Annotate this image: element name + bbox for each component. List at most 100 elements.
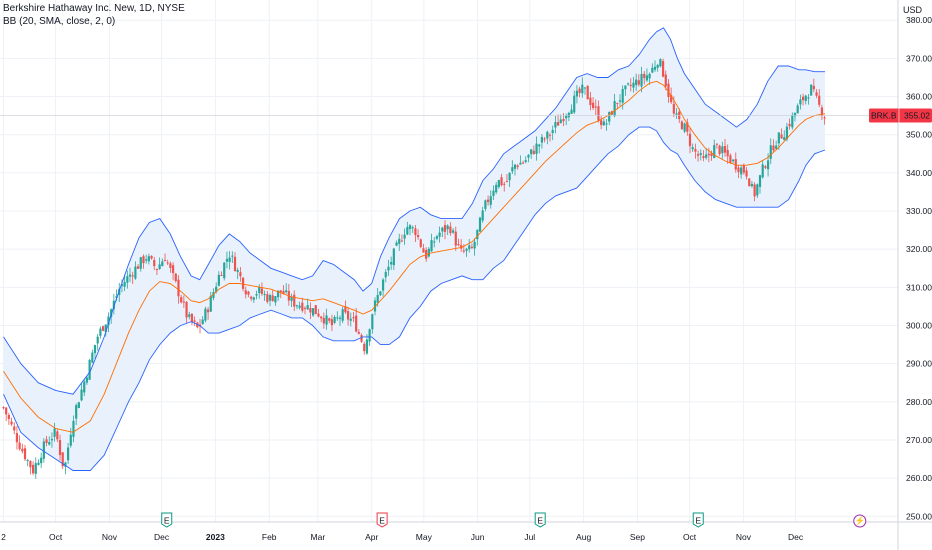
candle-body — [608, 111, 611, 122]
candle-body — [384, 271, 387, 278]
candle-body — [505, 181, 509, 183]
candle-body — [548, 134, 552, 136]
candle-body — [643, 73, 646, 79]
time-tick-label: Jul — [524, 532, 535, 542]
candle-body — [742, 165, 745, 173]
candle-body — [680, 121, 684, 130]
candle-body — [573, 95, 576, 113]
candle-body — [328, 318, 331, 321]
time-tick-label: Jun — [471, 532, 485, 542]
candle-body — [807, 97, 810, 99]
candle-body — [718, 145, 721, 155]
candle-body — [21, 448, 24, 452]
candle-body — [338, 317, 342, 319]
candle-body — [123, 282, 126, 287]
time-axis[interactable]: 2 Oct Nov Dec 2023 Feb Mar Apr May Jun Jul Aug Sep Oc… — [0, 521, 932, 542]
candle-body — [150, 255, 153, 259]
candle-body — [204, 308, 207, 321]
candle-body — [508, 172, 511, 181]
candle-body — [468, 245, 471, 250]
candle-body — [381, 279, 385, 291]
candle-body — [91, 352, 94, 363]
candle-body — [83, 381, 86, 393]
price-tick-label: 250.00 — [906, 511, 932, 521]
candle-body — [764, 166, 767, 168]
candle-body — [403, 234, 406, 239]
candle-body — [820, 107, 824, 117]
candle-body — [532, 150, 535, 154]
candle-body — [503, 183, 506, 185]
candle-body — [516, 165, 519, 168]
symbol-legend[interactable]: Berkshire Hathaway Inc. New, 1D, NYSE — [3, 3, 185, 14]
candle-body — [495, 184, 498, 193]
candle-body — [624, 85, 627, 90]
candle-body — [244, 290, 247, 295]
candle-body — [540, 136, 544, 143]
candle-body — [438, 232, 441, 237]
candle-body — [810, 84, 813, 96]
candle-body — [661, 60, 665, 77]
candle-body — [215, 286, 218, 292]
candle-body — [298, 305, 301, 308]
candle-body — [769, 145, 772, 159]
candle-body — [433, 241, 436, 243]
candle-body — [10, 421, 13, 425]
candle-body — [7, 414, 10, 419]
candle-body — [419, 239, 422, 247]
candle-body — [390, 262, 393, 265]
candle-body — [543, 138, 546, 140]
candle-body — [23, 448, 27, 460]
candle-body — [58, 439, 62, 456]
price-tick-label: 380.00 — [906, 15, 932, 25]
candle-body — [667, 83, 670, 98]
time-tick-label: Sep — [630, 532, 645, 542]
candle-body — [473, 241, 476, 249]
candle-body — [371, 314, 374, 330]
candle-body — [75, 405, 78, 419]
price-tick-label: 270.00 — [906, 435, 932, 445]
candle-body — [775, 145, 778, 149]
candle-body — [155, 269, 159, 271]
candle-body — [271, 295, 274, 302]
candle-body — [2, 407, 5, 409]
candle-body — [430, 240, 433, 252]
candle-body — [562, 119, 565, 122]
earnings-marker-icon — [534, 512, 546, 528]
candle-body — [112, 300, 115, 310]
candle-body — [441, 227, 444, 232]
candle-body — [96, 336, 99, 344]
candle-body — [408, 225, 412, 230]
candle-body — [344, 306, 347, 313]
candle-body — [575, 90, 579, 97]
candle-body — [597, 106, 600, 121]
event-marker-glyph: E — [164, 516, 170, 526]
candle-body — [69, 434, 72, 446]
candle-body — [177, 279, 180, 297]
time-tick-label: Oct — [683, 532, 697, 542]
candle-body — [812, 85, 815, 90]
candle-body — [241, 277, 245, 289]
candle-body — [77, 402, 80, 408]
price-axis[interactable]: 250.00 260.00 270.00 280.00 290.00 300.00 310.… — [897, 0, 932, 550]
candle-body — [212, 292, 215, 299]
candle-body — [565, 115, 568, 119]
candle-body — [306, 305, 309, 310]
event-marker-glyph: E — [695, 516, 701, 526]
candle-body — [34, 463, 37, 474]
indicator-legend[interactable]: BB (20, SMA, close, 2, 0) — [3, 16, 116, 27]
candle-body — [705, 154, 708, 158]
candle-body — [422, 248, 425, 253]
candle-body — [804, 95, 807, 102]
candle-body — [753, 184, 756, 197]
candle-body — [449, 226, 452, 234]
candle-body — [163, 260, 167, 262]
candle-body — [688, 133, 692, 147]
time-tick-label: Nov — [102, 532, 118, 542]
candle-body — [500, 177, 503, 186]
candle-body — [174, 273, 177, 282]
candle-body — [702, 156, 705, 159]
lower-band-line — [3, 126, 826, 471]
candle-body — [511, 167, 514, 172]
candle-body — [201, 319, 204, 325]
